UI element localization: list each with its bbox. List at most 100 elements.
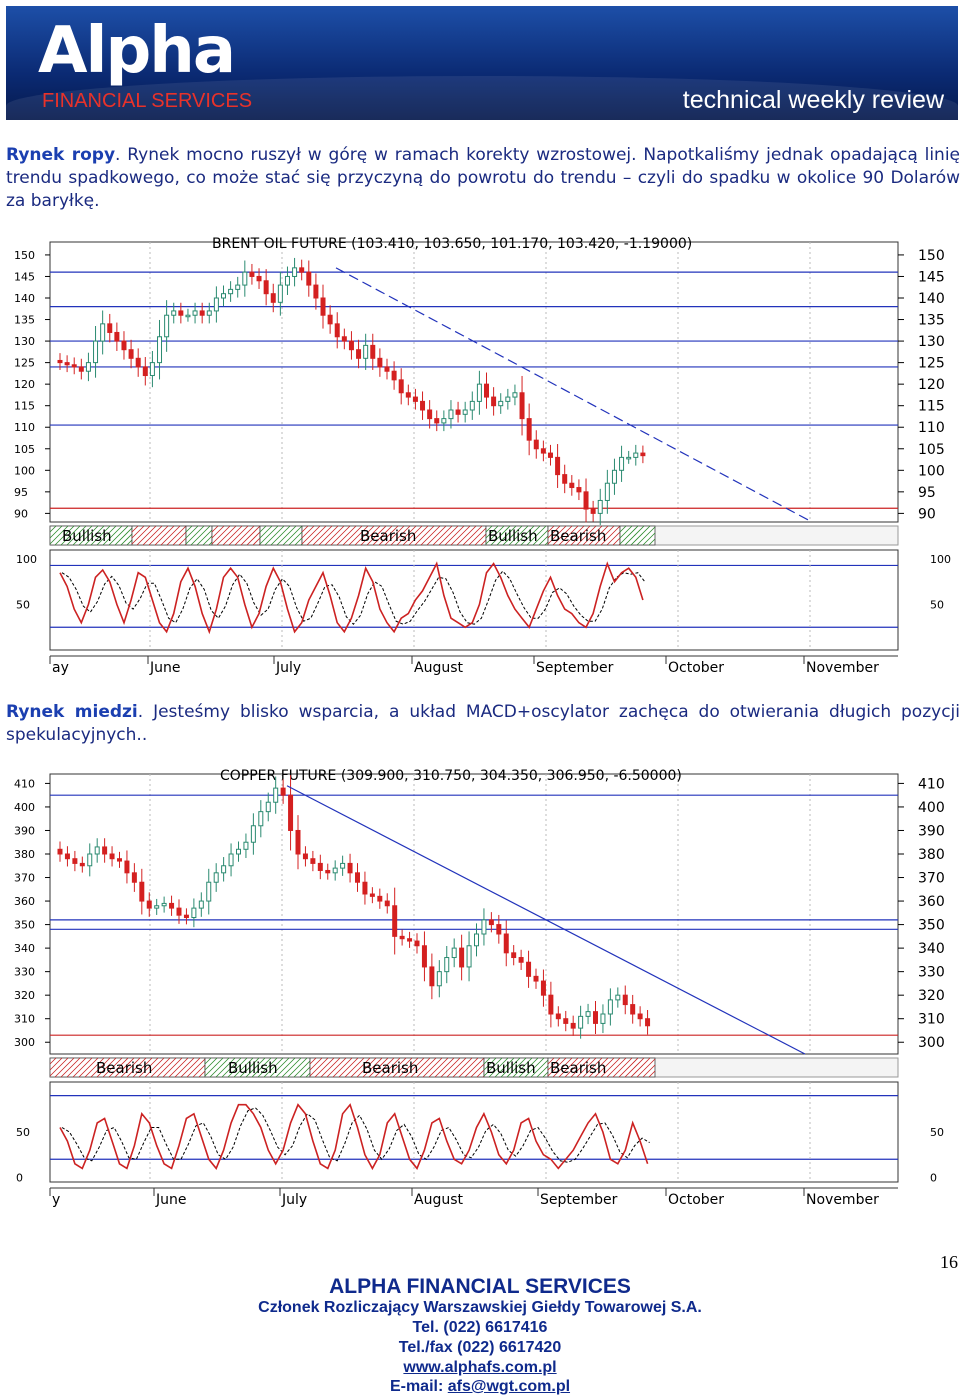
candle — [340, 862, 346, 869]
band-hatch — [196, 529, 213, 546]
band-box — [185, 525, 213, 546]
candle — [645, 1018, 651, 1027]
y-tick-left: 120 — [14, 378, 35, 391]
band-hatch — [514, 525, 535, 546]
x-tick-label: ay — [52, 660, 69, 676]
candle — [242, 271, 248, 286]
band-hatch — [368, 1057, 389, 1078]
band-hatch — [360, 525, 381, 546]
candle — [206, 881, 212, 902]
band-hatch — [234, 525, 255, 546]
footer-email-link[interactable]: afs@wgt.com.pl — [447, 1378, 571, 1395]
band-hatch — [120, 1057, 141, 1078]
y-tick-right: 100 — [918, 463, 945, 479]
band-hatch — [281, 1057, 302, 1078]
band-hatch — [90, 525, 111, 546]
y-tick-right: 400 — [918, 800, 945, 816]
candle — [633, 452, 639, 458]
candle — [593, 1011, 598, 1024]
candle — [57, 848, 63, 855]
y-tick-right: 300 — [918, 1035, 945, 1051]
candle — [325, 869, 331, 874]
band-hatch — [202, 535, 213, 546]
band-hatch — [211, 525, 231, 545]
band-hatch — [538, 535, 549, 546]
band-hatch — [180, 1057, 201, 1078]
candle — [57, 359, 63, 364]
footer-web[interactable]: www.alphafs.com.pl — [0, 1359, 960, 1377]
band-hatch — [227, 1057, 248, 1078]
candle — [79, 862, 85, 867]
candle — [407, 938, 413, 942]
footer-web-link[interactable]: www.alphafs.com.pl — [403, 1359, 557, 1376]
band-hatch — [452, 1057, 473, 1078]
y-tick-left: 400 — [14, 801, 35, 814]
candle — [284, 275, 290, 286]
band-hatch — [102, 1057, 123, 1078]
y-tick-right: 330 — [918, 965, 945, 981]
band-hatch — [72, 525, 93, 546]
candle — [412, 396, 418, 402]
band-hatch — [547, 525, 555, 533]
band-hatch — [342, 525, 363, 546]
y-tick-left: 150 — [14, 249, 35, 262]
osc-tick-right: 100 — [930, 553, 951, 566]
band-hatch — [374, 1057, 395, 1078]
candle — [135, 357, 141, 368]
candle — [320, 297, 326, 316]
candle — [341, 336, 347, 342]
band-hatch — [49, 525, 69, 545]
band-hatch — [66, 525, 87, 546]
band-hatch — [636, 1058, 656, 1078]
band-hatch — [49, 1057, 63, 1071]
band-hatch — [330, 525, 351, 546]
band-hatch — [508, 525, 529, 546]
band-hatch — [309, 1057, 317, 1065]
candle — [491, 396, 497, 407]
osc-tick-right: 50 — [930, 1126, 944, 1139]
band-hatch — [299, 1066, 311, 1078]
y-tick-left: 100 — [14, 464, 35, 477]
band-hatch — [485, 525, 499, 539]
candle — [640, 452, 646, 457]
candle — [78, 366, 84, 372]
band-hatch — [384, 525, 405, 546]
y-tick-left: 390 — [14, 824, 35, 837]
copper-heading: Rynek miedzi — [6, 702, 138, 722]
candle — [519, 392, 525, 420]
band-hatch — [120, 533, 133, 546]
band-hatch — [440, 1057, 461, 1078]
band-hatch — [204, 1057, 212, 1065]
logo-text: Alpha — [38, 14, 236, 88]
band-hatch — [309, 1057, 323, 1071]
candle — [228, 853, 234, 867]
candle — [607, 999, 613, 1015]
band-hatch — [434, 1057, 455, 1078]
band-hatch — [148, 525, 169, 546]
band-hatch — [512, 1057, 533, 1078]
candle — [71, 364, 77, 368]
band-hatch — [502, 525, 523, 546]
band-hatch — [72, 1057, 93, 1078]
band-hatch — [520, 525, 541, 546]
y-tick-left: 95 — [14, 486, 28, 499]
candle — [455, 409, 461, 415]
x-tick-label: August — [414, 660, 464, 676]
band-hatch — [490, 525, 511, 546]
band-hatch — [570, 1057, 591, 1078]
band-hatch — [398, 1057, 419, 1078]
band-hatch — [606, 531, 621, 546]
band-hatch — [526, 525, 547, 546]
band-hatch — [356, 1057, 377, 1078]
band-hatch — [506, 1057, 527, 1078]
y-tick-left: 330 — [14, 966, 35, 979]
y-tick-left: 320 — [14, 989, 35, 1002]
band-hatch — [60, 1057, 81, 1078]
band-hatch — [259, 525, 279, 545]
candle — [100, 323, 106, 342]
band-hatch — [108, 525, 129, 546]
band-segment — [131, 525, 187, 546]
band-hatch — [630, 525, 651, 546]
candle — [243, 841, 249, 850]
band-hatch — [332, 1057, 353, 1078]
